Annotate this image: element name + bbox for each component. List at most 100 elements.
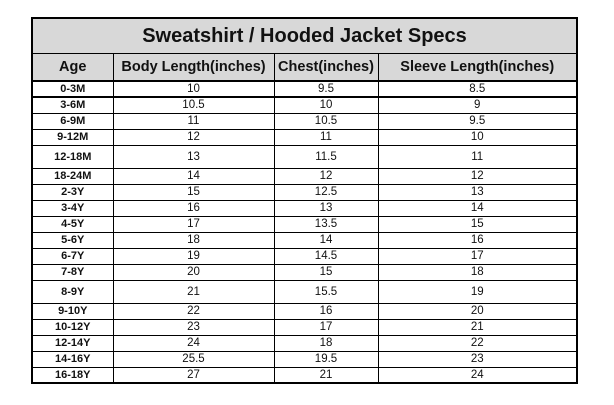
body-length-cell: 16 xyxy=(112,199,275,217)
age-cell: 9-10Y xyxy=(31,302,114,320)
age-cell: 3-6M xyxy=(31,96,114,114)
age-cell: 10-12Y xyxy=(31,318,114,336)
age-cell: 0-3M xyxy=(31,80,114,98)
chest-cell: 11.5 xyxy=(273,144,379,169)
table-row: 7-8Y 20 15 18 xyxy=(31,263,578,281)
table-row: 14-16Y 25.5 19.5 23 xyxy=(31,350,578,368)
body-length-cell: 23 xyxy=(112,318,275,336)
sleeve-length-cell: 19 xyxy=(377,279,578,304)
table-row: 9-10Y 22 16 20 xyxy=(31,302,578,320)
body-length-cell: 21 xyxy=(112,279,275,304)
chest-cell: 13.5 xyxy=(273,215,379,233)
table-row: 12-14Y 24 18 22 xyxy=(31,334,578,352)
sleeve-length-cell: 12 xyxy=(377,167,578,185)
table-row: 18-24M 14 12 12 xyxy=(31,167,578,185)
chest-cell: 17 xyxy=(273,318,379,336)
body-length-cell: 14 xyxy=(112,167,275,185)
age-cell: 6-7Y xyxy=(31,247,114,265)
body-length-cell: 18 xyxy=(112,231,275,249)
body-length-cell: 10.5 xyxy=(112,96,275,114)
chest-cell: 12 xyxy=(273,167,379,185)
column-header-age: Age xyxy=(31,53,114,82)
table-row: 3-6M 10.5 10 9 xyxy=(31,96,578,114)
sleeve-length-cell: 16 xyxy=(377,231,578,249)
sleeve-length-cell: 13 xyxy=(377,183,578,201)
column-header-sleeve-length: Sleeve Length(inches) xyxy=(377,53,578,82)
age-cell: 9-12M xyxy=(31,128,114,146)
sleeve-length-cell: 23 xyxy=(377,350,578,368)
age-cell: 12-14Y xyxy=(31,334,114,352)
table-row: 3-4Y 16 13 14 xyxy=(31,199,578,217)
chest-cell: 12.5 xyxy=(273,183,379,201)
table-row: 6-9M 11 10.5 9.5 xyxy=(31,112,578,130)
sleeve-length-cell: 21 xyxy=(377,318,578,336)
age-cell: 7-8Y xyxy=(31,263,114,281)
body-length-cell: 19 xyxy=(112,247,275,265)
table-row: 0-3M 10 9.5 8.5 xyxy=(31,80,578,98)
age-cell: 12-18M xyxy=(31,144,114,169)
body-length-cell: 15 xyxy=(112,183,275,201)
chest-cell: 15.5 xyxy=(273,279,379,304)
column-header-body-length: Body Length(inches) xyxy=(112,53,275,82)
age-cell: 2-3Y xyxy=(31,183,114,201)
sleeve-length-cell: 8.5 xyxy=(377,80,578,98)
sleeve-length-cell: 17 xyxy=(377,247,578,265)
header-row: Age Body Length(inches) Chest(inches) Sl… xyxy=(31,53,578,82)
table-body: 0-3M 10 9.5 8.5 3-6M 10.5 10 9 6-9M 11 10.5 9.5 9-12… xyxy=(31,80,578,384)
body-length-cell: 24 xyxy=(112,334,275,352)
chest-cell: 19.5 xyxy=(273,350,379,368)
sleeve-length-cell: 10 xyxy=(377,128,578,146)
sleeve-length-cell: 15 xyxy=(377,215,578,233)
sleeve-length-cell: 22 xyxy=(377,334,578,352)
age-cell: 6-9M xyxy=(31,112,114,130)
body-length-cell: 25.5 xyxy=(112,350,275,368)
chest-cell: 14 xyxy=(273,231,379,249)
title-row: Sweatshirt / Hooded Jacket Specs xyxy=(31,17,578,54)
sleeve-length-cell: 20 xyxy=(377,302,578,320)
age-cell: 18-24M xyxy=(31,167,114,185)
chest-cell: 16 xyxy=(273,302,379,320)
chest-cell: 10 xyxy=(273,96,379,114)
sleeve-length-cell: 24 xyxy=(377,366,578,384)
age-cell: 5-6Y xyxy=(31,231,114,249)
body-length-cell: 20 xyxy=(112,263,275,281)
chest-cell: 14.5 xyxy=(273,247,379,265)
sleeve-length-cell: 14 xyxy=(377,199,578,217)
table-row: 12-18M 13 11.5 11 xyxy=(31,144,578,169)
body-length-cell: 17 xyxy=(112,215,275,233)
chest-cell: 15 xyxy=(273,263,379,281)
age-cell: 14-16Y xyxy=(31,350,114,368)
sleeve-length-cell: 9 xyxy=(377,96,578,114)
table-row: 16-18Y 27 21 24 xyxy=(31,366,578,384)
age-cell: 16-18Y xyxy=(31,366,114,384)
chest-cell: 9.5 xyxy=(273,80,379,98)
specs-table: Sweatshirt / Hooded Jacket Specs Age Bod… xyxy=(31,17,578,384)
table-title: Sweatshirt / Hooded Jacket Specs xyxy=(31,17,578,54)
table-row: 4-5Y 17 13.5 15 xyxy=(31,215,578,233)
chest-cell: 13 xyxy=(273,199,379,217)
chest-cell: 10.5 xyxy=(273,112,379,130)
body-length-cell: 11 xyxy=(112,112,275,130)
chest-cell: 11 xyxy=(273,128,379,146)
table-row: 9-12M 12 11 10 xyxy=(31,128,578,146)
table-row: 6-7Y 19 14.5 17 xyxy=(31,247,578,265)
age-cell: 8-9Y xyxy=(31,279,114,304)
table-row: 2-3Y 15 12.5 13 xyxy=(31,183,578,201)
chest-cell: 21 xyxy=(273,366,379,384)
age-cell: 4-5Y xyxy=(31,215,114,233)
body-length-cell: 12 xyxy=(112,128,275,146)
table-row: 8-9Y 21 15.5 19 xyxy=(31,279,578,304)
sleeve-length-cell: 18 xyxy=(377,263,578,281)
column-header-chest: Chest(inches) xyxy=(273,53,379,82)
body-length-cell: 10 xyxy=(112,80,275,98)
body-length-cell: 13 xyxy=(112,144,275,169)
chest-cell: 18 xyxy=(273,334,379,352)
sleeve-length-cell: 9.5 xyxy=(377,112,578,130)
body-length-cell: 22 xyxy=(112,302,275,320)
table-row: 5-6Y 18 14 16 xyxy=(31,231,578,249)
sleeve-length-cell: 11 xyxy=(377,144,578,169)
age-cell: 3-4Y xyxy=(31,199,114,217)
body-length-cell: 27 xyxy=(112,366,275,384)
